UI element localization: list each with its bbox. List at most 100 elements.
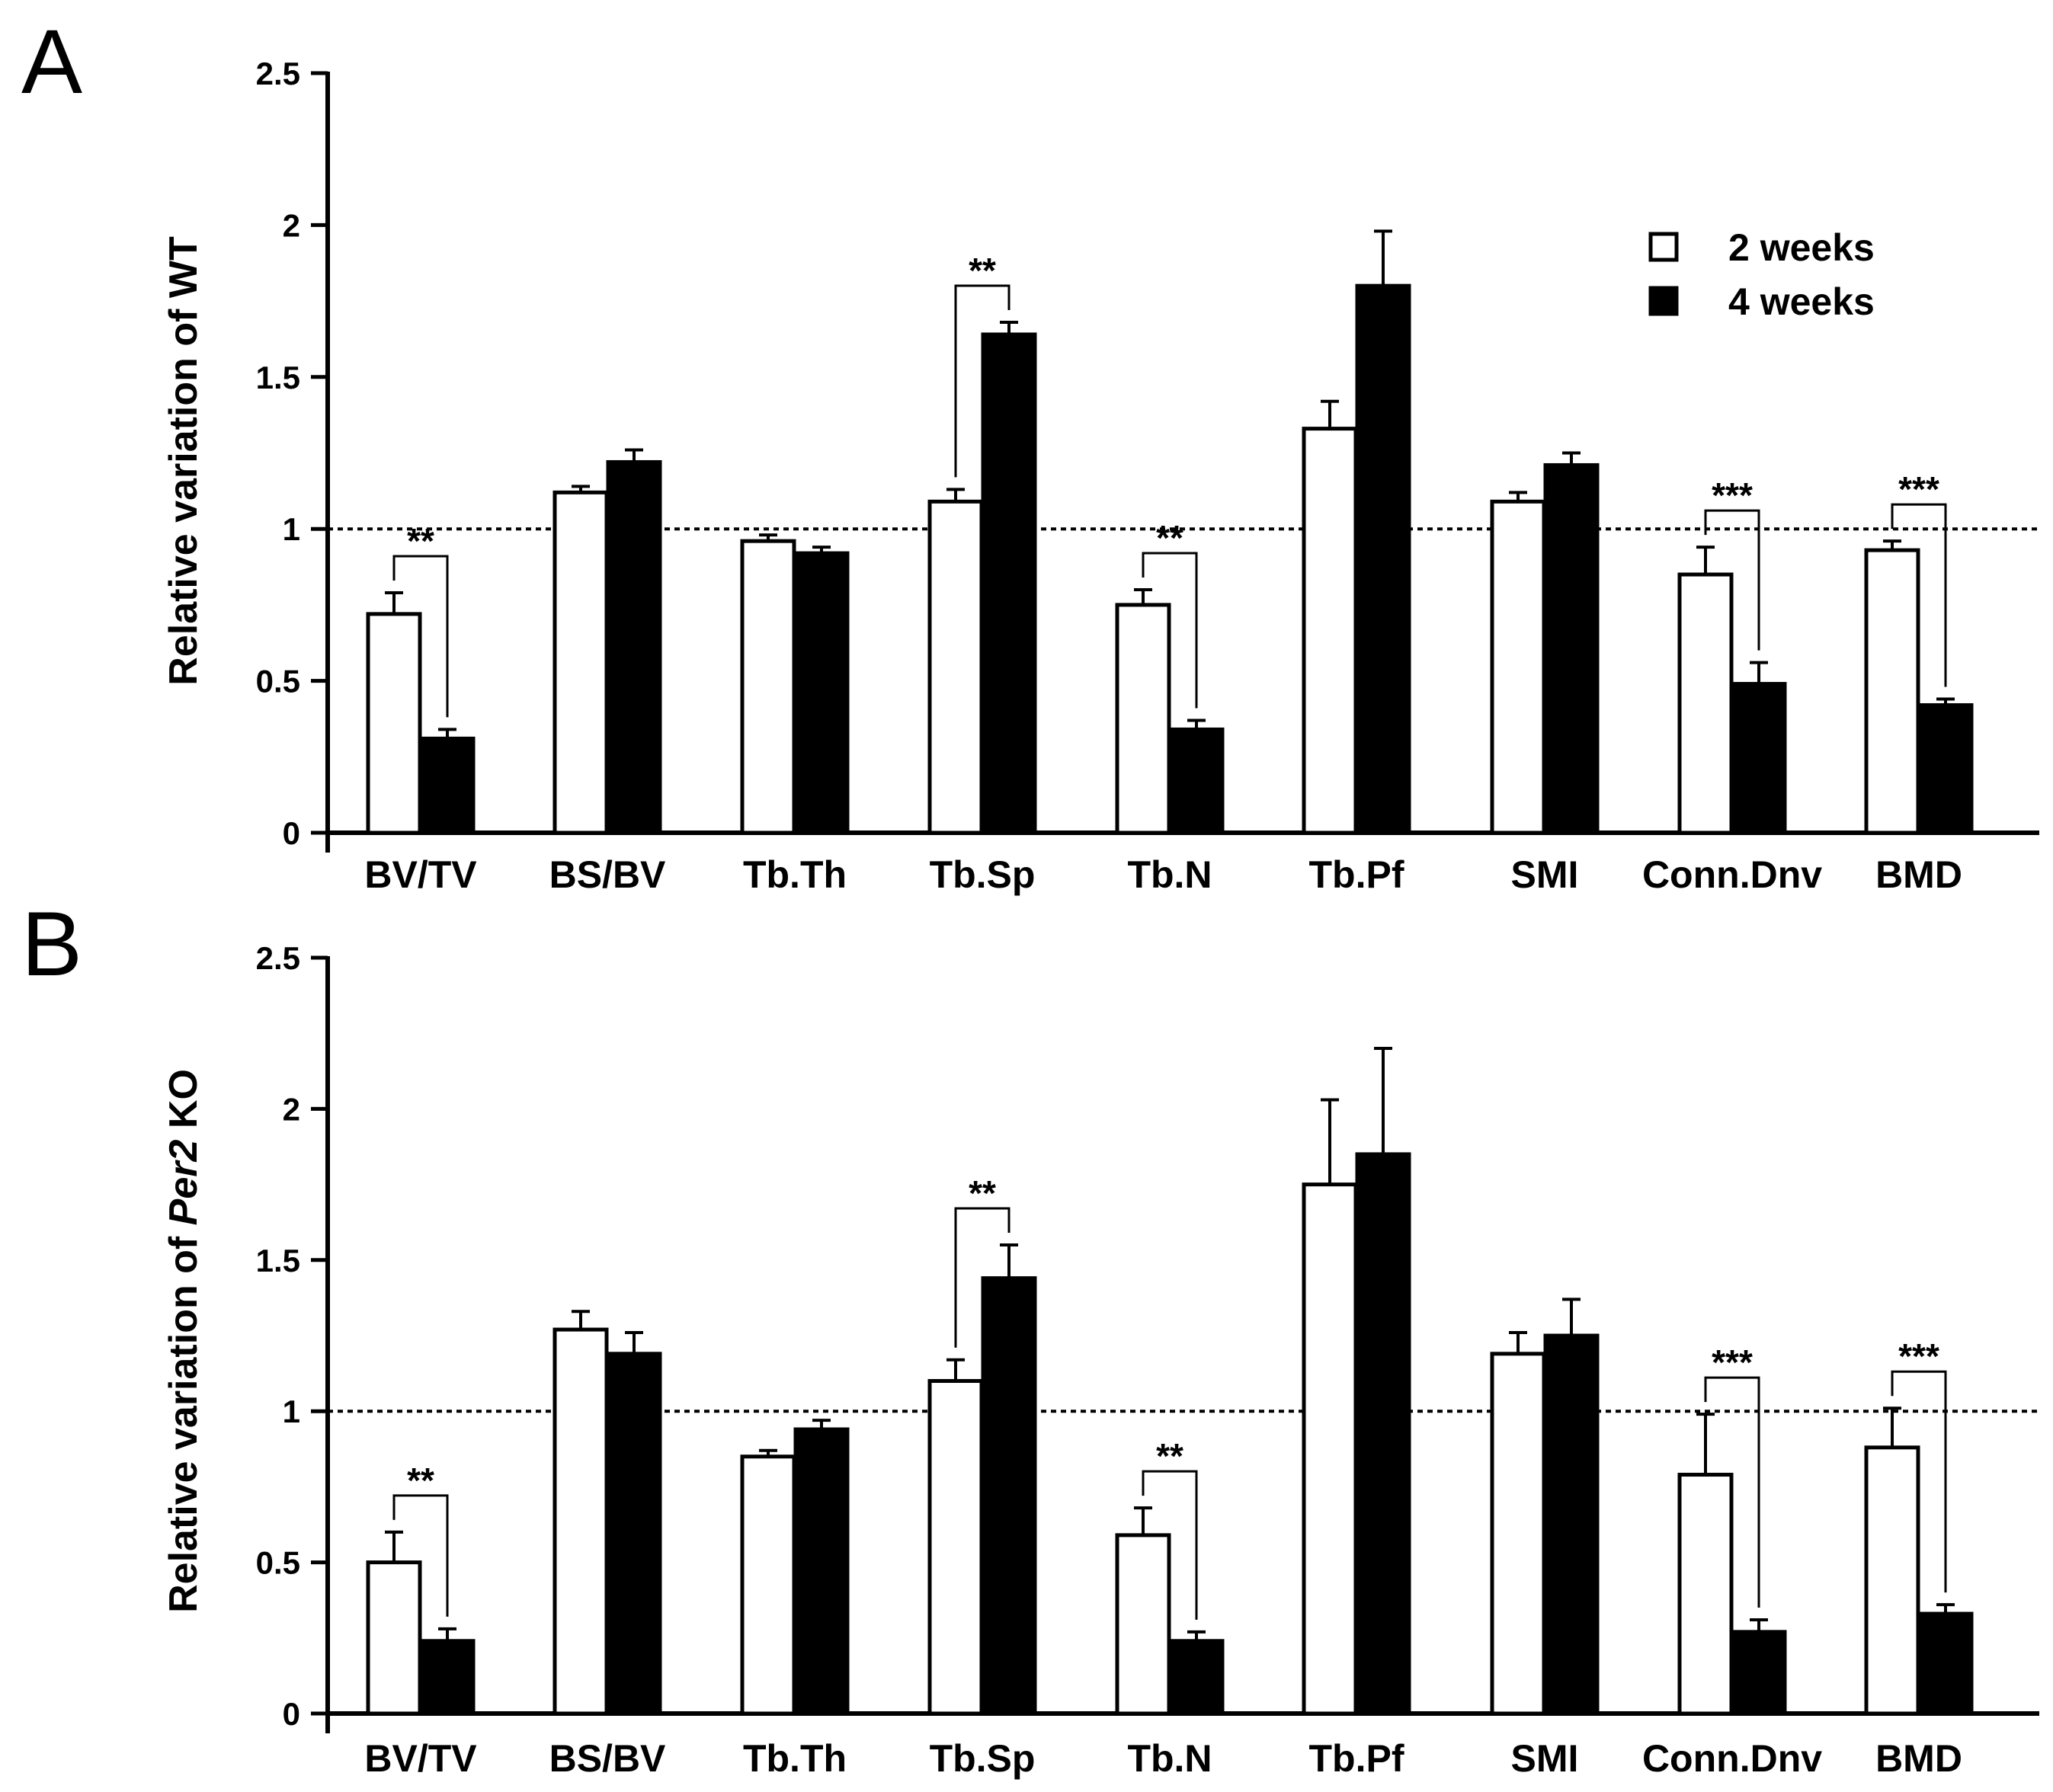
panel-a-x-tick-label-bv-tv: BV/TV [364, 853, 477, 896]
panel-b-significance-label-tb-n: ** [1156, 1436, 1183, 1476]
panel-b-bar-tb-n-2-weeks [1115, 1533, 1171, 1716]
panel-b-y-tick-label: 2.5 [256, 940, 300, 976]
legend-label-4-weeks: 4 weeks [1728, 280, 1875, 323]
panel-b-significance-label-conn-dnv: *** [1712, 1342, 1753, 1382]
panel-b-x-tick-label-tb-n: Tb.N [1127, 1737, 1212, 1780]
panel-a-bar-tb-th-4-weeks [793, 551, 850, 835]
panel-a-significance-bracket-conn-dnv [1704, 509, 1760, 651]
panel-a-bar-bs-bv-4-weeks [606, 459, 662, 835]
panel-a-bar-tb-pf-4-weeks [1355, 283, 1411, 835]
panel-b-y-tick-label: 2 [283, 1091, 300, 1127]
panel-b-significance-label-bmd: *** [1898, 1336, 1939, 1376]
panel-b-bar-bmd-2-weeks [1864, 1445, 1920, 1716]
panel-a-y-tick-label: 2 [283, 207, 300, 243]
panel-a-bar-bs-bv-2-weeks [552, 490, 609, 835]
panel-a-x-tick-label-tb-pf: Tb.Pf [1309, 853, 1404, 896]
panel-b-x-tick-label-bs-bv: BS/BV [549, 1737, 666, 1780]
panel-a-significance-bracket-bmd [1891, 503, 1947, 687]
panel-b-significance-bracket-bv-tv [392, 1494, 449, 1617]
panel-b-significance-bracket-tb-n [1142, 1470, 1198, 1620]
panel-a-bar-bmd-2-weeks [1864, 548, 1920, 835]
panel-a-x-tick-label-tb-n: Tb.N [1127, 853, 1212, 896]
panel-b-bar-bv-tv-4-weeks [419, 1639, 476, 1716]
panel-a-significance-label-conn-dnv: *** [1712, 475, 1753, 515]
panel-b-y-tick-label: 0.5 [256, 1545, 300, 1581]
panel-b-bar-conn-dnv-2-weeks [1677, 1473, 1734, 1716]
panel-b-x-tick-label-tb-sp: Tb.Sp [930, 1737, 1036, 1780]
panel-b-y-axis-label-prefix: Relative variation of [162, 1225, 206, 1613]
panel-a-significance-bracket-bv-tv [392, 555, 449, 718]
panel-a-significance-label-tb-sp: ** [969, 251, 996, 290]
panel-a-x-tick-label-tb-th: Tb.Th [743, 853, 847, 896]
panel-b-x-tick-label-smi: SMI [1511, 1737, 1579, 1780]
panel-a-bar-bmd-4-weeks [1917, 703, 1974, 835]
panel-b-bar-smi-2-weeks [1490, 1352, 1546, 1716]
panel-a-significance-label-tb-n: ** [1156, 518, 1183, 558]
panel-b-bar-tb-n-4-weeks [1168, 1639, 1225, 1716]
panel-a-x-tick-label-bmd: BMD [1875, 853, 1962, 896]
panel-b-bar-tb-sp-2-weeks [927, 1379, 984, 1716]
panel-a-bar-tb-n-4-weeks [1168, 727, 1225, 835]
panel-a-bar-tb-sp-4-weeks [981, 332, 1037, 835]
legend-swatch-4-weeks [1648, 286, 1679, 316]
panel-b-bar-bv-tv-2-weeks [366, 1560, 422, 1716]
panel-a-bar-smi-2-weeks [1490, 499, 1546, 835]
panel-a-significance-bracket-tb-n [1142, 552, 1198, 709]
panel-b-bar-tb-pf-4-weeks [1355, 1152, 1411, 1716]
panel-b-bar-tb-th-4-weeks [793, 1427, 850, 1716]
panel-b-bar-tb-pf-2-weeks [1302, 1182, 1358, 1716]
panel-b-plot: 0 0.5 1 1.5 2 2.5 BV/TV BS/BV Tb.Th Tb.Sp Tb.N Tb.P… [256, 940, 2039, 1780]
panel-b-y-tick-label: 0 [283, 1696, 300, 1732]
panel-b-x-tick-label-bv-tv: BV/TV [364, 1737, 477, 1780]
panel-a-y-axis-label: Relative variation of WT [162, 236, 206, 686]
panel-b-significance-bracket-bmd [1891, 1370, 1947, 1593]
panel-b-x-tick-label-tb-pf: Tb.Pf [1309, 1737, 1404, 1780]
panel-a-y-tick-label: 0 [283, 815, 300, 851]
panel-a-bar-conn-dnv-2-weeks [1677, 572, 1734, 835]
panel-b-bar-tb-th-2-weeks [740, 1454, 796, 1716]
panel-a-label: A [21, 11, 82, 113]
panel-b-bar-tb-sp-4-weeks [981, 1276, 1037, 1716]
panel-b-y-axis-label-gene: Per2 [162, 1139, 206, 1225]
panel-b-significance-bracket-tb-sp [954, 1207, 1010, 1348]
panel-b-bar-smi-4-weeks [1543, 1333, 1600, 1716]
panel-b-significance-label-bv-tv: ** [407, 1461, 434, 1500]
panel-b-y-axis-label-suffix: KO [162, 1069, 206, 1139]
panel-b-bar-conn-dnv-4-weeks [1731, 1630, 1787, 1716]
panel-b-significance-bracket-conn-dnv [1704, 1376, 1760, 1608]
panel-b-bar-bs-bv-4-weeks [606, 1352, 662, 1716]
panel-a-bar-tb-n-2-weeks [1115, 603, 1171, 835]
panel-a-x-tick-label-smi: SMI [1511, 853, 1579, 896]
panel-a-significance-label-bv-tv: ** [407, 521, 434, 561]
panel-a-bar-bv-tv-4-weeks [419, 736, 476, 835]
panel-b-y-axis-label: Relative variation of Per2 KO [162, 1069, 206, 1613]
panel-a-bar-conn-dnv-4-weeks [1731, 682, 1787, 835]
panel-a-y-tick-label: 1.5 [256, 360, 300, 395]
panel-b-label: B [21, 893, 82, 995]
panel-b: B Relative variation of Per2 KO 0 0.5 1 1.5… [21, 893, 2039, 1780]
panel-a-significance-bracket-tb-sp [954, 284, 1010, 478]
panel-b-y-tick-label: 1.5 [256, 1243, 300, 1278]
legend-label-2-weeks: 2 weeks [1728, 226, 1875, 269]
legend-swatch-2-weeks [1648, 232, 1679, 262]
panel-a-bar-tb-th-2-weeks [740, 539, 796, 835]
panel-b-significance-label-tb-sp: ** [969, 1173, 996, 1213]
panel-b-bar-bs-bv-2-weeks [552, 1327, 609, 1716]
panel-a-bar-bv-tv-2-weeks [366, 612, 422, 835]
legend: 2 weeks 4 weeks [1648, 226, 1875, 323]
panel-a-x-tick-label-tb-sp: Tb.Sp [930, 853, 1036, 896]
panel-a-y-tick-label: 1 [283, 511, 300, 547]
panel-b-x-tick-label-tb-th: Tb.Th [743, 1737, 847, 1780]
panel-b-x-tick-label-bmd: BMD [1875, 1737, 1962, 1780]
panel-a-y-tick-label: 0.5 [256, 664, 300, 699]
panel-a-bar-tb-pf-2-weeks [1302, 427, 1358, 835]
panel-b-x-tick-label-conn-dnv: Conn.Dnv [1642, 1737, 1822, 1780]
panel-a-bar-smi-4-weeks [1543, 462, 1600, 835]
panel-a-x-tick-label-conn-dnv: Conn.Dnv [1642, 853, 1822, 896]
panel-a-plot: 0 0.5 1 1.5 2 2.5 BV/TV BS/BV Tb.Th Tb.Sp Tb.N Tb.P… [256, 56, 2039, 896]
panel-b-y-tick-label: 1 [283, 1394, 300, 1429]
panel-a-y-tick-label: 2.5 [256, 56, 300, 91]
panel-a-bar-tb-sp-2-weeks [927, 499, 984, 835]
panel-b-bar-bmd-4-weeks [1917, 1611, 1974, 1716]
